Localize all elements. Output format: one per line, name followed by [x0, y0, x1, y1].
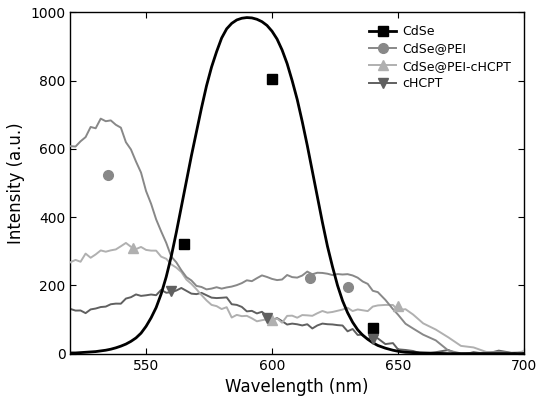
- Legend: CdSe, CdSe@PEI, CdSe@PEI-cHCPT, cHCPT: CdSe, CdSe@PEI, CdSe@PEI-cHCPT, cHCPT: [362, 19, 518, 96]
- Y-axis label: Intensity (a.u.): Intensity (a.u.): [7, 122, 25, 244]
- X-axis label: Wavelength (nm): Wavelength (nm): [225, 378, 369, 396]
